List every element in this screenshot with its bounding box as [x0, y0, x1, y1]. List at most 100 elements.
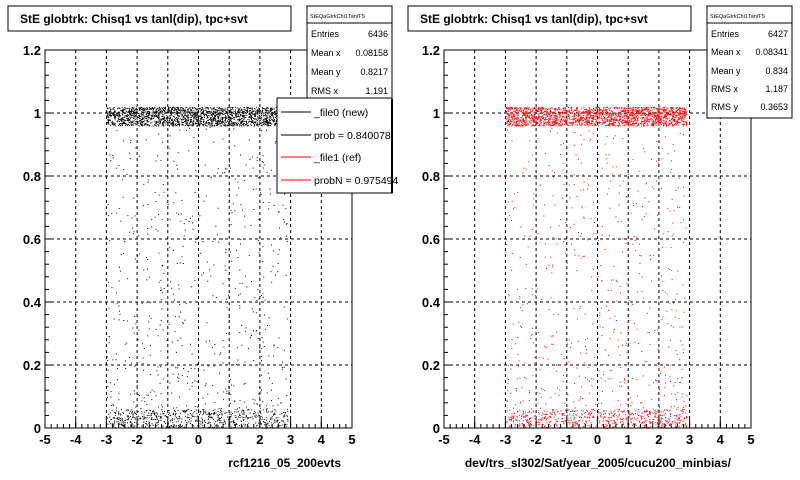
data-point — [588, 117, 590, 119]
data-point — [250, 334, 252, 336]
data-point — [187, 114, 189, 116]
data-point — [153, 115, 155, 117]
data-point — [216, 114, 218, 116]
data-point — [173, 123, 175, 125]
data-point — [136, 123, 138, 125]
data-point — [242, 117, 244, 119]
data-point — [281, 366, 283, 368]
data-point — [599, 110, 601, 112]
data-point — [272, 108, 274, 110]
data-point — [648, 110, 650, 112]
data-point — [588, 107, 590, 109]
data-point — [250, 120, 252, 122]
data-point — [200, 123, 202, 125]
data-point — [246, 110, 248, 112]
data-point — [223, 125, 225, 127]
data-point — [192, 228, 194, 230]
data-point — [184, 109, 186, 111]
data-point — [226, 298, 228, 300]
data-point — [262, 421, 264, 423]
data-point — [121, 117, 123, 119]
data-point — [260, 110, 262, 112]
data-point — [653, 114, 655, 116]
data-point — [214, 353, 216, 355]
data-point — [619, 106, 621, 108]
data-point — [190, 119, 192, 121]
data-point — [179, 417, 181, 419]
data-point — [212, 118, 214, 120]
data-point — [506, 113, 508, 115]
data-point — [161, 141, 163, 143]
data-point — [178, 117, 180, 119]
data-point — [278, 211, 280, 213]
data-point — [228, 116, 230, 118]
data-point — [220, 420, 222, 422]
data-point — [262, 110, 264, 111]
data-point — [589, 122, 591, 124]
data-point — [595, 123, 597, 125]
data-point — [198, 411, 200, 413]
data-point — [194, 115, 196, 117]
data-point — [259, 396, 261, 398]
data-point — [149, 125, 151, 127]
data-point — [234, 106, 236, 108]
data-point — [194, 368, 196, 370]
data-point — [654, 122, 656, 124]
data-point — [195, 169, 197, 171]
data-point — [112, 114, 114, 116]
data-point — [171, 106, 173, 108]
data-point — [226, 307, 228, 309]
data-point — [562, 111, 564, 113]
data-point — [616, 124, 618, 126]
data-point — [684, 113, 686, 115]
data-point — [235, 114, 237, 116]
data-point — [507, 117, 509, 119]
data-point — [212, 114, 214, 116]
data-point — [163, 107, 165, 109]
data-point — [642, 110, 644, 112]
data-point — [233, 426, 235, 428]
data-point — [214, 107, 215, 109]
data-point — [277, 262, 279, 264]
data-point — [210, 119, 212, 121]
data-point — [607, 113, 609, 115]
data-point — [623, 120, 625, 122]
data-point — [147, 181, 149, 183]
data-point — [570, 112, 572, 114]
data-point — [142, 363, 144, 365]
data-point — [281, 413, 283, 415]
data-point — [682, 125, 684, 127]
data-point — [111, 422, 113, 424]
data-point — [616, 107, 618, 109]
data-point — [162, 117, 164, 119]
data-point — [679, 107, 681, 109]
data-point — [571, 107, 573, 109]
data-point — [542, 117, 544, 119]
data-point — [634, 113, 636, 115]
data-point — [123, 319, 125, 321]
data-point — [217, 116, 219, 118]
data-point — [158, 107, 160, 109]
data-point — [204, 385, 206, 387]
data-point — [192, 382, 194, 384]
data-point — [209, 414, 211, 416]
data-point — [215, 120, 217, 122]
data-point — [166, 118, 168, 120]
data-point — [579, 120, 581, 122]
data-point — [262, 296, 264, 298]
data-point — [638, 116, 640, 118]
data-point — [128, 416, 130, 418]
data-point — [235, 114, 237, 116]
data-point — [154, 124, 156, 126]
data-point — [141, 123, 143, 125]
data-point — [254, 114, 256, 116]
data-point — [118, 107, 120, 109]
data-point — [147, 117, 149, 119]
data-point — [220, 118, 222, 120]
data-point — [680, 113, 682, 115]
data-point — [508, 108, 510, 110]
data-point — [148, 113, 150, 115]
data-point — [186, 405, 188, 407]
data-point — [578, 121, 580, 123]
data-point — [251, 121, 253, 123]
